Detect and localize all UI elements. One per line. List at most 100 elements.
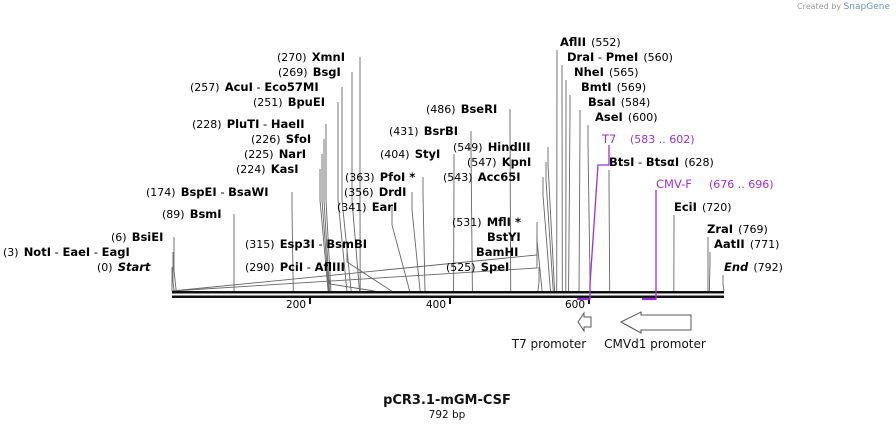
site-position: (290)	[245, 261, 275, 274]
site-mfli[interactable]: (531) MflI *	[452, 211, 521, 230]
site-bsmi[interactable]: (89) BsmI	[162, 203, 222, 222]
site-label-pluti: (228) PluTI - HaeII	[192, 113, 305, 132]
site-xmni[interactable]: (270) XmnI	[277, 46, 345, 65]
site-label-sfoi: (226) SfoI	[251, 128, 311, 147]
site-bsgi[interactable]: (269) BsgI	[278, 61, 341, 80]
site-label-drai: DraI - PmeI (560)	[567, 46, 673, 65]
site-label-bsrbi: (431) BsrBI	[389, 120, 458, 139]
site-bspei[interactable]: (174) BspEI - BsaWI	[146, 181, 268, 200]
enzyme-name: BmtI	[581, 80, 612, 94]
site-label-xmni: (270) XmnI	[277, 46, 345, 65]
site-label-end: End (792)	[724, 256, 783, 275]
site-aflii[interactable]: AflII (552)	[560, 31, 621, 50]
enzyme-name: BamHI	[476, 245, 518, 259]
site-label-aatii: AatII (771)	[714, 233, 779, 252]
site-pcii[interactable]: (290) PciI - AflIII	[245, 256, 345, 275]
feature-t7-promoter[interactable]: T7 promoter	[511, 311, 592, 351]
enzyme-name: EarI	[372, 200, 398, 214]
site-label-nari: (225) NarI	[244, 143, 306, 162]
site-hindiii[interactable]: (549) HindIII	[453, 136, 531, 155]
enzyme-name: KasI	[271, 162, 299, 176]
site-kasi[interactable]: (224) KasI	[236, 158, 298, 177]
cmvd1-promoter-arrow	[619, 311, 692, 334]
site-asei[interactable]: AseI (600)	[595, 106, 658, 125]
site-position: (565)	[609, 66, 639, 79]
cmv-f-primer-range: (676 .. 696)	[709, 178, 774, 191]
site-spei[interactable]: (525) SpeI	[446, 256, 509, 275]
site-label-bspei: (174) BspEI - BsaWI	[146, 181, 268, 200]
site-bsai[interactable]: BsaI (584)	[588, 91, 650, 110]
primer-cmv-f[interactable]: CMV-F (676 .. 696)	[642, 177, 774, 301]
site-position: (251)	[253, 96, 283, 109]
site-nari[interactable]: (225) NarI	[244, 143, 306, 162]
site-label-bstyi: BstYI	[487, 230, 521, 244]
site-bstyi[interactable]: BstYI	[487, 230, 521, 244]
site-label-zrai: ZraI (769)	[707, 218, 768, 237]
site-eari[interactable]: (341) EarI	[337, 196, 397, 215]
backbone-top-strand	[172, 291, 724, 294]
site-sfoi[interactable]: (226) SfoI	[251, 128, 311, 147]
site-acc65i[interactable]: (543) Acc65I	[443, 166, 521, 185]
site-bmti[interactable]: BmtI (569)	[581, 76, 646, 95]
site-position: (341)	[337, 201, 367, 214]
site-ecii[interactable]: EciI (720)	[674, 196, 732, 215]
site-bseri[interactable]: (486) BseRI	[426, 98, 497, 117]
site-bamhi[interactable]: BamHI	[476, 245, 518, 259]
site-bpuei[interactable]: (251) BpuEI	[253, 91, 325, 110]
site-nhei[interactable]: NheI (565)	[574, 61, 639, 80]
site-start[interactable]: (0) Start	[97, 256, 151, 275]
cmv-f-primer-name: CMV-F	[656, 177, 692, 191]
site-leader-spei	[537, 267, 540, 292]
site-leader-drdi	[411, 192, 421, 292]
name-separator: -	[634, 155, 645, 169]
enzyme-name: Acc65I	[478, 170, 521, 184]
site-btsi[interactable]: BtsI - BtsαI (628)	[609, 151, 714, 170]
t7-promoter-label: T7 promoter	[511, 337, 587, 351]
primer-t7[interactable]: T7 (583 .. 602)	[577, 132, 695, 301]
site-styi[interactable]: (404) StyI	[380, 143, 440, 162]
site-bsiei[interactable]: (6) BsiEI	[111, 226, 163, 245]
site-drdi[interactable]: (356) DrdI	[344, 181, 406, 200]
enzyme-name: BsiEI	[132, 230, 164, 244]
site-position: (3)	[3, 246, 19, 259]
site-leader-asei	[587, 125, 591, 292]
site-zrai[interactable]: ZraI (769)	[707, 218, 768, 237]
site-pluti[interactable]: (228) PluTI - HaeII	[192, 113, 305, 132]
enzyme-name: HaeII	[271, 117, 305, 131]
site-esp3i[interactable]: (315) Esp3I - BsmBI	[245, 233, 367, 252]
site-acui[interactable]: (257) AcuI - Eco57MI	[190, 76, 319, 95]
site-leaders	[171, 50, 725, 292]
site-leader-kasi	[319, 169, 329, 292]
site-pfoi[interactable]: (363) PfoI *	[345, 166, 415, 185]
site-label-mfli: (531) MflI *	[452, 211, 521, 230]
site-position: (600)	[628, 111, 658, 124]
site-leader-kpni	[545, 162, 554, 292]
enzyme-name: PluTI	[227, 117, 260, 131]
site-end[interactable]: End (792)	[724, 256, 783, 275]
site-leader-nari	[321, 154, 330, 292]
site-position: (363)	[345, 171, 375, 184]
name-separator: -	[51, 245, 62, 259]
site-leader-bsrbi	[470, 131, 473, 292]
site-position: (628)	[684, 156, 714, 169]
site-label-bmti: BmtI (569)	[581, 76, 646, 95]
site-label-esp3i: (315) Esp3I - BsmBI	[245, 233, 367, 252]
site-position: (720)	[702, 201, 732, 214]
site-leader-bmti	[568, 95, 571, 292]
enzyme-name: XmnI	[312, 50, 345, 64]
site-label-bsiei: (6) BsiEI	[111, 226, 163, 245]
site-drai[interactable]: DraI - PmeI (560)	[567, 46, 673, 65]
site-label-styi: (404) StyI	[380, 143, 440, 162]
site-noti[interactable]: (3) NotI - EaeI - EagI	[3, 241, 130, 260]
enzyme-name: Eco57MI	[264, 80, 318, 94]
site-aatii[interactable]: AatII (771)	[714, 233, 779, 252]
site-kpni[interactable]: (547) KpnI	[467, 151, 531, 170]
site-label-bpuei: (251) BpuEI	[253, 91, 325, 110]
site-label-bsai: BsaI (584)	[588, 91, 650, 110]
enzyme-name: BsmBI	[326, 237, 367, 251]
site-position: (404)	[380, 148, 410, 161]
site-bsrbi[interactable]: (431) BsrBI	[389, 120, 458, 139]
feature-cmvd1-promoter[interactable]: CMVd1 promoter	[604, 311, 706, 351]
site-label-spei: (525) SpeI	[446, 256, 509, 275]
